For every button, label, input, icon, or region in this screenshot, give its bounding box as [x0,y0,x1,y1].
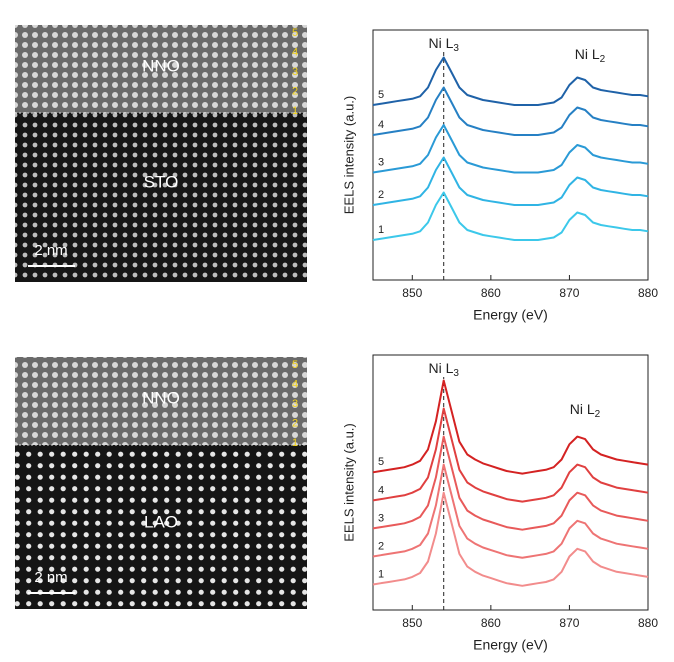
peak-annotation: Ni L3 [428,35,459,54]
layer-number: 4 [292,378,298,390]
x-axis-label: Energy (eV) [473,307,548,323]
x-tick-label: 860 [481,616,501,630]
film-label: NNO [142,56,180,75]
annotation-text: Ni L [428,35,453,51]
x-tick-label: 880 [638,286,658,300]
film-atoms [15,25,307,113]
spectrum-line [372,379,649,475]
peak-annotation: Ni L2 [575,46,606,65]
spectrum-line [372,435,649,531]
x-tick-label: 870 [559,286,579,300]
x-tick-label: 860 [481,286,501,300]
spectrum-line [372,491,649,587]
annotation-subscript: 3 [453,368,459,379]
plot-frame [372,29,649,281]
series-label: 2 [378,189,384,201]
layer-number: 2 [292,417,298,429]
spectrum-line [372,407,649,503]
annotation-subscript: 2 [600,54,606,65]
series-label: 3 [378,512,384,524]
annotation-text: Ni L [570,401,595,417]
substrate-label: LAO [144,512,178,531]
series-label: 1 [378,224,384,236]
spectrum-line [372,463,649,559]
substrate-atoms [15,113,307,282]
annotation-subscript: 2 [595,409,601,420]
x-axis-label: Energy (eV) [473,637,548,653]
layer-number: 2 [292,85,298,97]
series-label: 1 [378,568,384,580]
spectrum-line [372,124,649,174]
stem-image: NNO LAO 2 nm 5 4 3 2 1 [15,357,307,609]
x-tick-label: 880 [638,616,658,630]
x-tick-label: 850 [402,616,422,630]
spectrum-line [372,156,649,206]
y-axis-label: EELS intensity (a.u.) [341,423,356,542]
scale-bar-label: 2 nm [34,242,67,259]
scale-bar-label: 2 nm [34,569,67,586]
annotation-text: Ni L [428,360,453,376]
plot-frame [372,354,649,611]
series-label: 5 [378,89,384,101]
annotation-subscript: 3 [453,43,459,54]
series-label: 4 [378,484,384,496]
spectrum-line [372,56,649,106]
annotation-text: Ni L [575,46,600,62]
layer-number: 1 [292,437,298,449]
layer-number: 4 [292,46,298,58]
layer-number: 3 [292,398,298,410]
series-label: 2 [378,540,384,552]
x-tick-label: 850 [402,286,422,300]
layer-number: 5 [292,359,298,371]
layer-number: 3 [292,66,298,78]
layer-number: 5 [292,27,298,39]
spectrum-line [372,86,649,136]
peak-annotation: Ni L2 [570,401,601,420]
y-axis-label: EELS intensity (a.u.) [341,96,356,215]
substrate-atoms [15,445,307,609]
stem-image: NNO STO 2 nm 5 4 3 2 1 [15,25,307,282]
film-atoms [15,357,307,445]
layer-number: 1 [292,105,298,117]
peak-annotation: Ni L3 [428,360,459,379]
spectrum-line [372,191,649,241]
substrate-label: STO [144,172,179,191]
x-tick-label: 870 [559,616,579,630]
film-label: NNO [142,388,180,407]
series-label: 5 [378,456,384,468]
series-label: 4 [378,119,384,131]
series-label: 3 [378,156,384,168]
